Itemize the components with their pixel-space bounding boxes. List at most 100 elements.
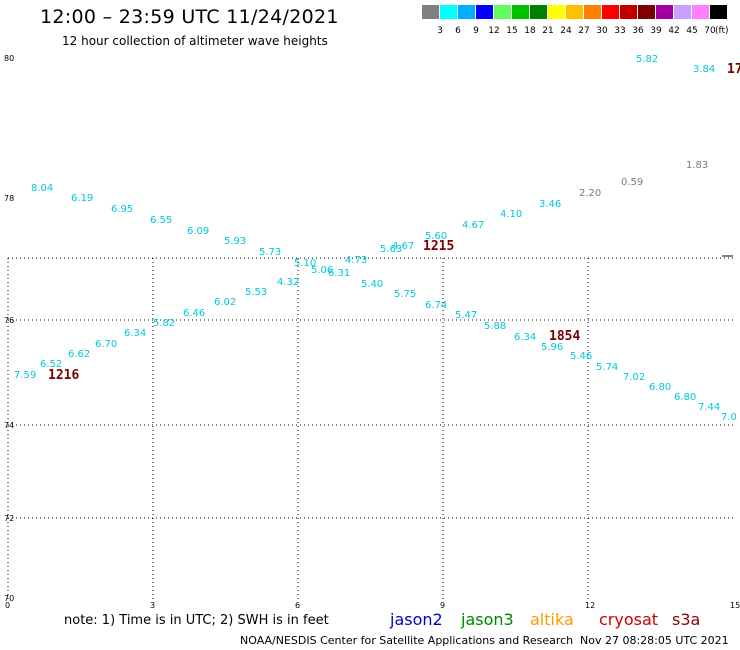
wave-height-value: 5.47: [455, 310, 477, 321]
color-swatch: [440, 5, 457, 19]
color-swatch: [584, 5, 601, 19]
wave-height-value: 5.88: [484, 321, 506, 332]
longitude-labels: 0 3 6 9 12 15: [5, 601, 740, 610]
wave-height-value: 6.46: [183, 308, 205, 319]
color-scale-label: 39: [650, 26, 662, 36]
color-swatch: [422, 5, 439, 19]
color-scale-label: 9: [473, 26, 479, 36]
color-swatch: [512, 5, 529, 19]
satellite-altika: altika: [530, 610, 574, 629]
wave-height-value: 6.34: [124, 328, 146, 339]
wave-height-value: 6.09: [187, 226, 209, 237]
wave-height-value: 5.82: [153, 318, 175, 329]
longitude-label: 3: [150, 601, 155, 610]
longitude-label: 0: [5, 601, 10, 610]
color-swatch: [548, 5, 565, 19]
longitude-label: 15: [730, 601, 740, 610]
color-swatch: [656, 5, 673, 19]
page-title: 12:00 – 23:59 UTC 11/24/2021: [40, 6, 339, 28]
wave-height-value: 5.63: [380, 244, 402, 255]
satellite-cryosat: cryosat: [599, 610, 659, 629]
longitude-label: 12: [585, 601, 595, 610]
color-scale-label: 45: [686, 26, 698, 36]
color-scale-label: 12: [488, 26, 500, 36]
color-scale-label: 3: [437, 26, 443, 36]
color-swatch: [674, 5, 691, 19]
wave-height-value: 7.0: [721, 412, 737, 423]
satellite-jason3: jason3: [461, 610, 514, 629]
wave-height-value: 6.55: [150, 215, 172, 226]
wave-height-value: 0.59: [621, 177, 643, 188]
wave-height-value: 2.20: [579, 188, 601, 199]
wave-height-value: 3.84: [693, 64, 715, 75]
wave-height-value: 6.80: [649, 382, 671, 393]
wave-height-value: 6.80: [674, 392, 696, 403]
color-swatch: [530, 5, 547, 19]
wave-height-value: 7.59: [14, 370, 36, 381]
footer-note: note: 1) Time is in UTC; 2) SWH is in fe…: [64, 613, 329, 628]
color-swatch: [710, 5, 727, 19]
latitude-label: 74: [4, 421, 14, 430]
generation-timestamp: Nov 27 08:28:05 UTC 2021: [580, 634, 729, 647]
wave-height-value: 6.19: [71, 193, 93, 204]
wave-height-value: 5.96: [541, 342, 563, 353]
color-scale-label: 21: [542, 26, 554, 36]
wave-height-value: 6.62: [68, 349, 90, 360]
pass-time-label: 1216: [48, 368, 79, 383]
satellite-jason2: jason2: [390, 610, 443, 629]
color-swatch: [494, 5, 511, 19]
wave-height-value: 8.04: [31, 183, 53, 194]
wave-height-value: 4.32: [277, 277, 299, 288]
color-scale-unit: (ft): [715, 26, 729, 36]
color-scale-label: 18: [524, 26, 536, 36]
map-grid: [7, 255, 733, 600]
wave-height-value: 1.83: [686, 160, 708, 171]
color-swatch: [566, 5, 583, 19]
wave-height-value: 5.06: [311, 265, 333, 276]
color-swatch: [476, 5, 493, 19]
latitude-labels: 80 78 76 74 72 70: [4, 54, 14, 603]
color-swatch: [620, 5, 637, 19]
wave-height-value: 5.46: [570, 351, 592, 362]
wave-height-value: 6.52: [40, 359, 62, 370]
wave-height-value: 6.74: [425, 300, 447, 311]
wave-height-value: 5.60: [425, 231, 447, 242]
wave-height-value: 6.31: [328, 268, 350, 279]
wave-height-value: 7.44: [698, 402, 720, 413]
credit-line: NOAA/NESDIS Center for Satellite Applica…: [240, 634, 574, 647]
pass-time-label: 1854: [549, 329, 580, 344]
color-scale-label: 27: [578, 26, 590, 36]
color-swatch: [602, 5, 619, 19]
wave-height-value: 6.70: [95, 339, 117, 350]
latitude-label: 72: [4, 514, 14, 523]
wave-height-values: 7.59 6.52 6.62 6.70 6.34 5.82 6.46 6.02 5.53 4.32…: [14, 54, 737, 423]
wave-height-value: 5.40: [361, 279, 383, 290]
color-scale-label: 33: [614, 26, 626, 36]
color-scale-label: 24: [560, 26, 572, 36]
satellite-s3a: s3a: [672, 610, 701, 629]
pass-time-label: 1215: [423, 239, 454, 254]
wave-height-value: 4.67: [392, 241, 414, 252]
color-swatch: [638, 5, 655, 19]
wave-height-value: 5.75: [394, 289, 416, 300]
longitude-label: 6: [295, 601, 300, 610]
wave-height-value: 4.67: [462, 220, 484, 231]
color-scale-label: 70: [704, 26, 716, 36]
pass-time-label: 17: [727, 62, 740, 77]
pass-time-labels: 1216 1215 1854 17: [48, 62, 740, 383]
color-scale-label: 30: [596, 26, 608, 36]
wave-height-value: 4.73: [345, 255, 367, 266]
wave-height-value: 7.02: [623, 372, 645, 383]
page-subtitle: 12 hour collection of altimeter wave hei…: [62, 34, 328, 48]
wave-height-value: 5.93: [224, 236, 246, 247]
color-scale-label: 15: [506, 26, 518, 36]
color-swatch: [692, 5, 709, 19]
color-swatch: [458, 5, 475, 19]
latitude-label: 80: [4, 54, 14, 63]
wave-height-value: 5.82: [636, 54, 658, 65]
wave-height-value: 5.73: [259, 247, 281, 258]
wave-height-value: 3.46: [539, 199, 561, 210]
color-scale-label: 6: [455, 26, 461, 36]
wave-height-value: 6.95: [111, 204, 133, 215]
